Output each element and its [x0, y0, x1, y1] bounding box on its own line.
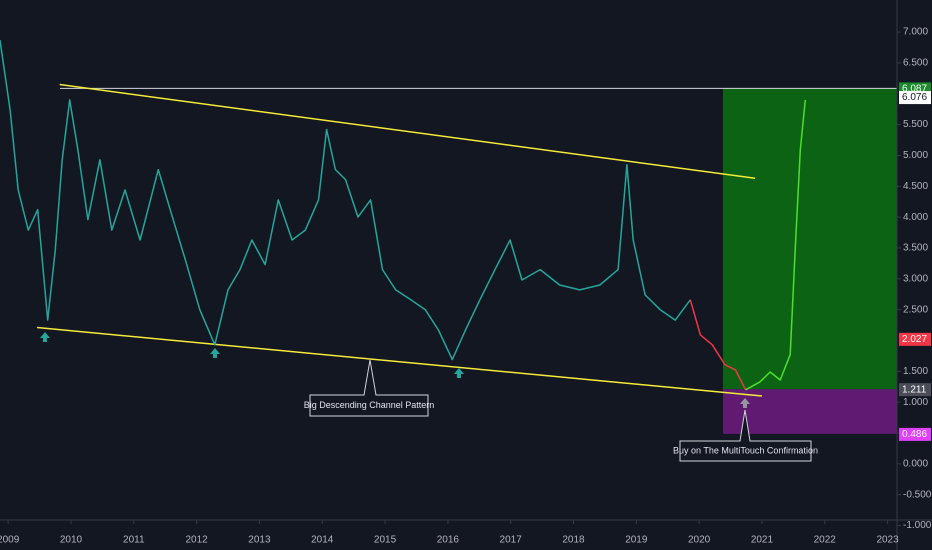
trendline	[36, 326, 763, 397]
price-label: 1.211	[902, 384, 927, 395]
y-tick-label: 3.500	[903, 243, 928, 254]
x-tick-label: 2017	[500, 535, 523, 546]
price-label: 0.486	[902, 429, 927, 440]
price-label: 6.087	[902, 84, 927, 95]
price-label: 2.027	[902, 334, 927, 345]
y-tick-label: -1.000	[903, 520, 932, 531]
x-tick-label: 2020	[688, 535, 711, 546]
x-tick-label: 2023	[876, 535, 899, 546]
callout-box	[679, 409, 812, 462]
x-tick-label: 2012	[185, 535, 208, 546]
x-tick-label: 2015	[374, 535, 397, 546]
trendline	[59, 83, 756, 180]
price-label: 6.076	[902, 92, 927, 103]
price-line-series	[745, 99, 807, 391]
y-tick-label: 4.000	[903, 212, 928, 223]
up-arrow	[40, 332, 50, 342]
up-arrow	[454, 368, 464, 378]
x-tick-label: 2009	[0, 535, 20, 546]
callout-box	[309, 359, 429, 417]
price-line-series	[689, 299, 747, 391]
y-tick-label: 5.000	[903, 150, 928, 161]
x-tick-label: 2016	[437, 535, 460, 546]
x-tick-label: 2019	[625, 535, 648, 546]
y-tick-label: 7.000	[903, 27, 928, 38]
y-tick-label: 0.000	[903, 459, 928, 470]
x-tick-label: 2011	[123, 535, 145, 546]
up-arrow	[210, 348, 220, 358]
price-label-box	[899, 332, 931, 346]
y-tick-label: 4.500	[903, 181, 928, 192]
x-tick-label: 2022	[814, 535, 837, 546]
y-tick-label: 3.000	[903, 273, 928, 284]
target-zone	[723, 389, 897, 434]
x-tick-label: 2018	[562, 535, 585, 546]
x-tick-label: 2010	[60, 535, 83, 546]
y-tick-label: 1.500	[903, 366, 928, 377]
annotation: Big Descending Channel Pattern	[304, 400, 435, 410]
up-arrow	[740, 398, 750, 408]
price-label-box	[899, 91, 931, 105]
x-tick-label: 2014	[311, 535, 334, 546]
y-tick-label: 6.500	[903, 58, 928, 69]
y-tick-label: 1.000	[903, 397, 928, 408]
x-tick-label: 2013	[248, 535, 271, 546]
x-tick-label: 2021	[751, 535, 774, 546]
price-label-box	[899, 383, 931, 397]
y-tick-label: -0.500	[903, 489, 932, 500]
plot-area	[0, 39, 897, 434]
y-tick-label: 2.500	[903, 304, 928, 315]
target-zone	[723, 88, 897, 390]
price-line-series	[0, 39, 691, 361]
price-label-box	[899, 427, 931, 441]
annotation: Buy on The MultiTouch Confirmation	[673, 445, 818, 455]
y-tick-label: 5.500	[903, 119, 928, 130]
